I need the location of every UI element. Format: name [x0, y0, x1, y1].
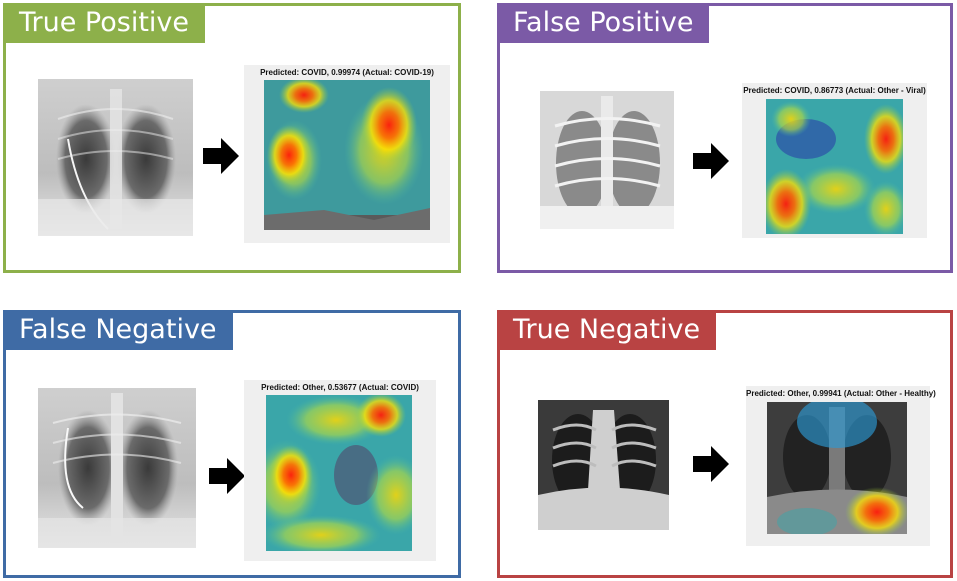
panel-false-negative: False Negative Predicted: Other, 0.53677… [3, 310, 461, 578]
right-arrow-icon [693, 446, 729, 482]
heatmap-panel: Predicted: Other, 0.99941 (Actual: Other… [746, 386, 936, 546]
heatmap-image [766, 99, 903, 234]
panel-true-negative: True Negative Predicted: Other, 0.99941 … [497, 310, 953, 578]
right-arrow-icon [203, 138, 239, 174]
right-arrow-icon [693, 143, 729, 179]
prediction-caption: Predicted: Other, 0.99941 (Actual: Other… [746, 389, 936, 398]
right-arrow-icon [209, 458, 245, 494]
xray-image [38, 388, 196, 548]
heatmap-image [266, 395, 412, 551]
panel-label: True Positive [3, 3, 206, 43]
heatmap-image [264, 80, 430, 230]
prediction-caption: Predicted: Other, 0.53677 (Actual: COVID… [261, 383, 419, 392]
heatmap-image [767, 402, 907, 534]
xray-image [540, 91, 674, 229]
panel-true-positive: True Positive Predicted: COVID, 0.99974 … [3, 3, 461, 273]
panel-label: False Negative [3, 310, 233, 350]
heatmap-panel: Predicted: COVID, 0.99974 (Actual: COVID… [244, 65, 450, 243]
heatmap-panel: Predicted: COVID, 0.86773 (Actual: Other… [742, 83, 927, 238]
heatmap-panel: Predicted: Other, 0.53677 (Actual: COVID… [244, 380, 436, 561]
panel-false-positive: False Positive Predicted: COVID, 0.86773… [497, 3, 953, 273]
xray-image [538, 400, 669, 530]
prediction-caption: Predicted: COVID, 0.86773 (Actual: Other… [743, 86, 926, 95]
panel-label: True Negative [497, 310, 717, 350]
xray-image [38, 79, 193, 236]
panel-label: False Positive [497, 3, 710, 43]
prediction-caption: Predicted: COVID, 0.99974 (Actual: COVID… [260, 68, 434, 77]
